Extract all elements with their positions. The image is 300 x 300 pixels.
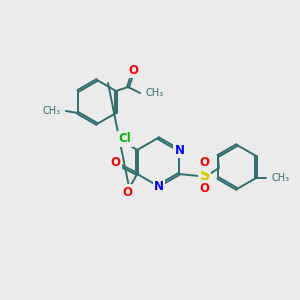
Text: Cl: Cl xyxy=(119,133,132,146)
Text: O: O xyxy=(128,64,138,76)
Text: CH₃: CH₃ xyxy=(145,88,163,98)
Text: O: O xyxy=(122,185,132,199)
Text: N: N xyxy=(154,179,164,193)
Text: CH₃: CH₃ xyxy=(271,173,289,183)
Text: S: S xyxy=(200,169,210,184)
Text: N: N xyxy=(175,143,185,157)
Text: O: O xyxy=(200,182,210,196)
Text: O: O xyxy=(110,157,120,169)
Text: CH₃: CH₃ xyxy=(43,106,61,116)
Text: O: O xyxy=(200,157,210,169)
